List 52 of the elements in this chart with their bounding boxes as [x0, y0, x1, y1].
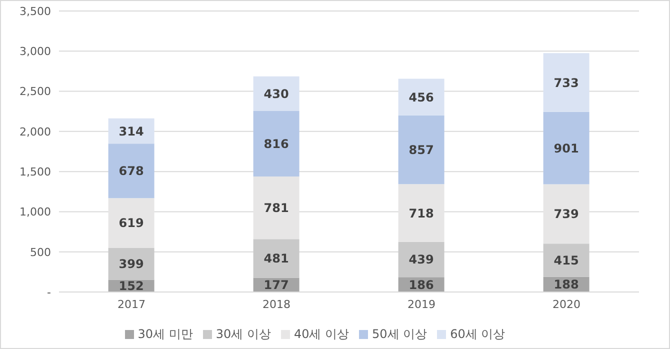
bar: [398, 115, 444, 184]
data-label: 439: [408, 252, 434, 267]
y-tick-label: 2,000: [20, 125, 51, 138]
data-label: 678: [118, 164, 144, 178]
bar: [253, 239, 300, 278]
bar: [543, 244, 590, 277]
data-label: 430: [264, 86, 289, 101]
bar: [108, 248, 154, 280]
x-tick-label: 2020: [552, 298, 580, 311]
bar: [108, 198, 154, 248]
y-tick-label: 3,000: [20, 45, 51, 58]
data-label: 781: [264, 201, 289, 216]
data-label: 718: [408, 206, 434, 220]
bar: [398, 242, 444, 278]
bar: [108, 144, 154, 198]
y-tick-label: 2,500: [20, 85, 51, 98]
bar: [543, 112, 590, 184]
bar: [253, 76, 300, 111]
bar: [543, 53, 590, 112]
bar: [543, 184, 590, 244]
legend-label: 50세 이상: [372, 327, 428, 341]
data-label: 456: [408, 90, 434, 104]
legend-label: 40세 이상: [294, 327, 350, 341]
y-tick-label: 1,000: [20, 206, 51, 219]
bar: [398, 78, 444, 116]
data-label: 152: [118, 279, 144, 294]
data-label: 857: [408, 143, 434, 158]
data-label: 739: [554, 207, 579, 222]
data-label: 186: [408, 278, 434, 292]
legend-label: 30세 미만: [138, 327, 193, 341]
y-tick-label: -: [47, 286, 52, 299]
x-tick-label: 2019: [408, 298, 436, 311]
data-label: 399: [118, 257, 144, 272]
y-tick-label: 500: [30, 246, 51, 259]
data-label: 733: [554, 76, 579, 90]
data-label: 188: [554, 278, 579, 292]
bar: [253, 110, 300, 176]
bar: [398, 184, 444, 242]
y-tick-label: 3,500: [20, 4, 51, 18]
data-label: 481: [264, 252, 289, 266]
x-tick-label: 2017: [118, 298, 146, 311]
data-label: 177: [264, 278, 289, 292]
data-label: 314: [118, 124, 144, 138]
data-label: 619: [118, 216, 144, 230]
data-label: 816: [264, 136, 289, 151]
data-label: 415: [554, 254, 579, 268]
legend-label: 60세 이상: [450, 327, 506, 341]
data-label: 901: [554, 141, 579, 156]
legend-label: 30세 이상: [216, 327, 271, 341]
bar: [253, 176, 300, 240]
x-tick-label: 2018: [262, 298, 290, 311]
y-tick-label: 1,500: [20, 165, 51, 178]
